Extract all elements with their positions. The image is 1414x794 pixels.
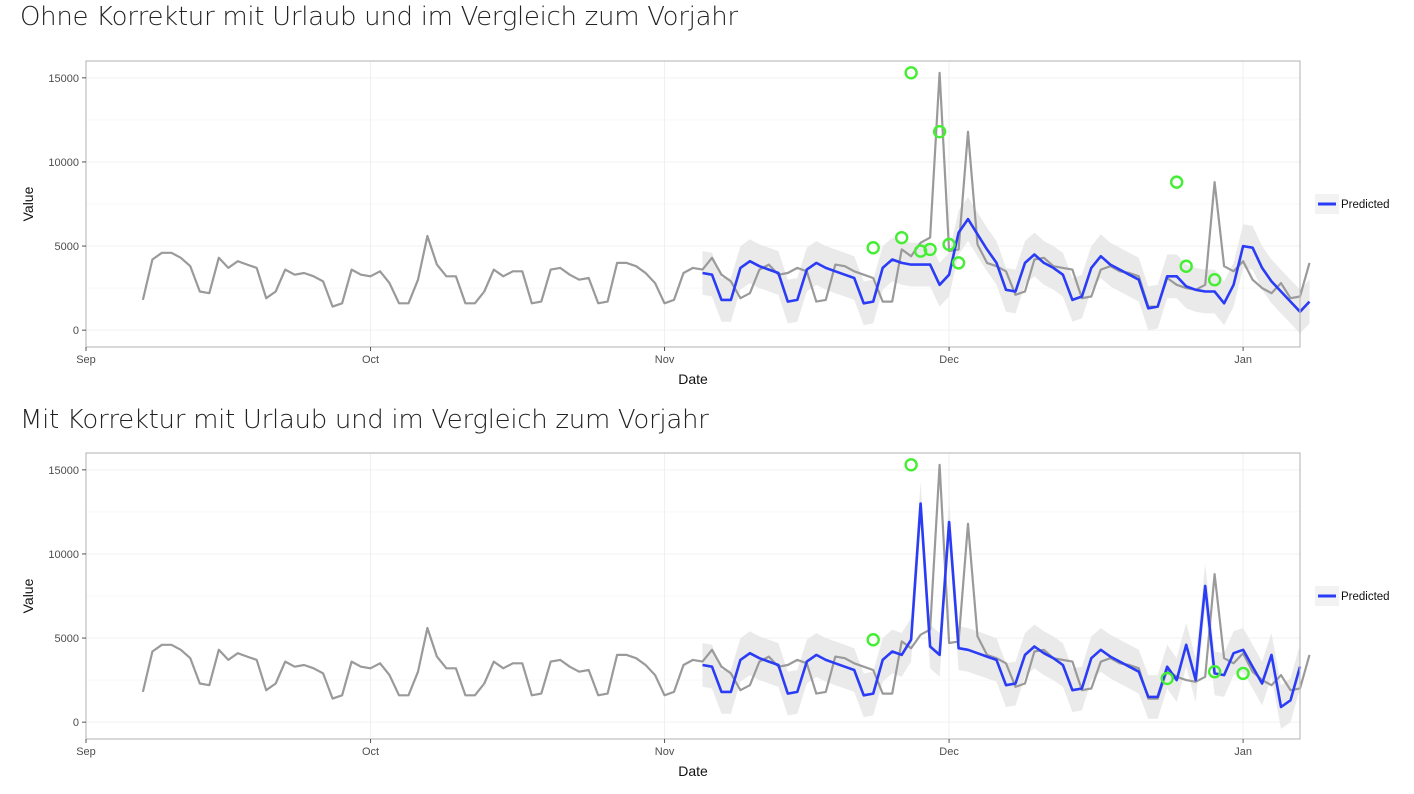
legend-label: Predicted (1341, 199, 1390, 211)
y-tick-label: 15000 (48, 465, 79, 477)
x-tick-label: Jan (1234, 354, 1252, 366)
y-tick-label: 0 (73, 717, 79, 729)
anomaly-point (1160, 671, 1174, 686)
chart-top-svg: 0 5000 10000 15000 Sep Oct Nov Dec Jan Date Value P… (20, 60, 1390, 387)
anomaly-point (923, 242, 937, 257)
y-tick-label: 10000 (48, 549, 79, 561)
anomaly-point (1207, 665, 1222, 679)
y-tick-label: 5000 (55, 241, 79, 253)
anomaly-point (942, 237, 956, 252)
actual-series-line (141, 71, 1311, 308)
prediction-band (702, 197, 1310, 334)
x-tick-label: Dec (939, 746, 959, 758)
chart-title: Ohne Korrektur mit Urlaub und im Verglei… (20, 2, 738, 32)
x-axis-title: Date (678, 763, 708, 779)
anomaly-point (904, 66, 918, 80)
plot-border (85, 452, 1301, 740)
x-tick-label: Nov (655, 354, 675, 366)
anomaly-point (1207, 273, 1222, 287)
anomaly-point (866, 633, 880, 647)
anomaly-point (951, 256, 966, 270)
y-tick-label: 0 (73, 325, 79, 337)
anomaly-point (1170, 175, 1184, 189)
x-tick-label: Sep (76, 746, 96, 758)
x-tick-label: Oct (362, 354, 379, 366)
chart-bottom-svg: 0 5000 10000 15000 Sep Oct Nov Dec Jan Date Value P… (20, 452, 1390, 779)
anomaly-point (904, 458, 918, 472)
x-axis-title: Date (678, 371, 708, 387)
chart-panel-top: Ohne Korrektur mit Urlaub und im Verglei… (20, 2, 1390, 387)
x-tick-label: Dec (939, 354, 959, 366)
x-tick-label: Jan (1234, 746, 1252, 758)
chart-panel-bottom: Mit Korrektur mit Urlaub und im Vergleic… (0, 397, 1414, 794)
y-axis-title: Value (20, 186, 36, 221)
actual-series-line (141, 463, 1311, 700)
y-axis-title: Value (20, 578, 36, 613)
predicted-series-line (702, 217, 1311, 313)
anomaly-point (1179, 259, 1193, 273)
chart-title: Mit Korrektur mit Urlaub und im Vergleic… (20, 405, 709, 435)
prediction-band (702, 481, 1300, 729)
y-tick-label: 5000 (55, 633, 79, 645)
x-tick-label: Nov (655, 746, 675, 758)
plot-border (85, 60, 1301, 348)
anomaly-point (894, 230, 909, 245)
y-tick-label: 15000 (48, 73, 79, 85)
anomaly-point (866, 241, 880, 255)
anomaly-point (1236, 666, 1250, 681)
anomaly-point (932, 124, 947, 139)
y-tick-label: 10000 (48, 157, 79, 169)
predicted-series-line (702, 502, 1302, 709)
x-tick-label: Sep (76, 354, 96, 366)
x-tick-label: Oct (362, 746, 379, 758)
legend-label: Predicted (1341, 591, 1390, 603)
